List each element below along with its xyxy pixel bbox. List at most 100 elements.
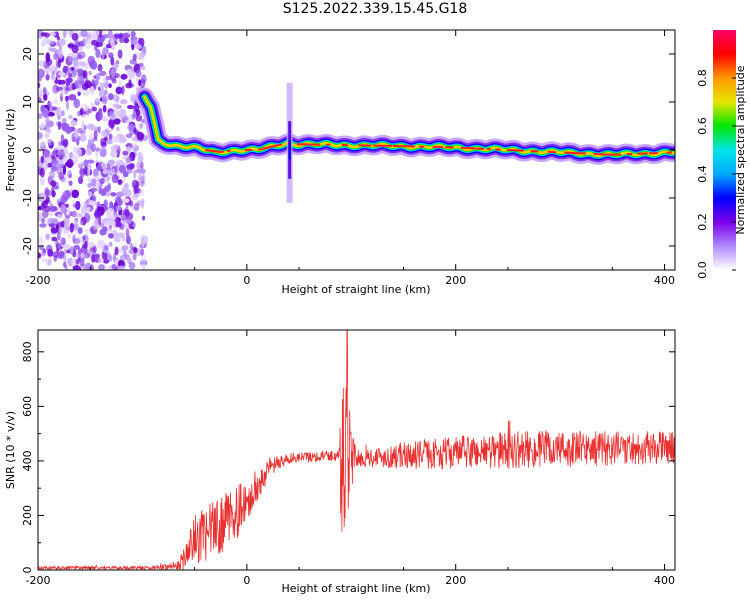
noise-blob — [140, 161, 144, 170]
noise-blob — [93, 30, 100, 37]
y-tick-label: 800 — [21, 341, 34, 362]
noise-blob — [97, 63, 103, 72]
noise-blob — [38, 97, 42, 103]
noise-blob — [73, 146, 81, 154]
noise-blob — [62, 165, 67, 175]
noise-blob — [94, 79, 99, 86]
noise-blob — [136, 161, 141, 170]
noise-blob — [125, 228, 130, 238]
noise-blob — [51, 70, 56, 76]
noise-blob — [93, 210, 102, 219]
noise-blob — [58, 79, 66, 85]
noise-blob — [38, 132, 43, 140]
noise-blob — [58, 251, 64, 260]
noise-blob — [42, 200, 48, 209]
x-tick-label: 400 — [654, 574, 675, 587]
noise-blob — [95, 147, 101, 152]
noise-blob — [103, 199, 108, 209]
noise-blob — [97, 42, 103, 47]
noise-blob — [117, 265, 126, 270]
noise-blob — [113, 118, 121, 125]
noise-blob — [130, 93, 136, 103]
noise-blob — [110, 40, 116, 47]
noise-blob — [71, 210, 77, 218]
noise-blob — [114, 237, 121, 243]
noise-blob — [141, 263, 146, 270]
noise-blob — [45, 233, 50, 240]
noise-blob — [89, 86, 95, 95]
noise-blob — [133, 169, 137, 179]
noise-blob — [78, 176, 84, 185]
noise-blob — [110, 68, 116, 78]
noise-blob — [136, 131, 145, 141]
noise-blob — [98, 110, 103, 121]
colorbar-tick-label: 0.4 — [696, 165, 709, 183]
noise-blob — [133, 129, 139, 136]
noise-blob — [60, 194, 68, 203]
noise-blob — [125, 219, 132, 224]
noise-blob — [92, 245, 97, 254]
spike — [286, 82, 293, 203]
noise-blob — [39, 122, 46, 130]
noise-blob — [38, 82, 41, 89]
noise-blob — [65, 149, 69, 156]
colorbar-fill — [713, 30, 736, 270]
noise-blob — [126, 146, 132, 153]
noise-blob — [90, 187, 98, 192]
y-tick-label: 400 — [21, 450, 34, 471]
noise-blob — [116, 126, 120, 131]
noise-blob — [108, 233, 114, 239]
noise-blob — [95, 72, 101, 81]
noise-blob — [77, 81, 82, 89]
y-tick-label: 10 — [21, 95, 34, 109]
noise-blob — [89, 123, 96, 131]
ridge-peak-segment — [460, 146, 477, 150]
noise-blob — [57, 49, 64, 59]
noise-blob — [137, 172, 146, 183]
figure-title: S125.2022.339.15.45.G18 — [282, 1, 468, 17]
noise-blob — [107, 93, 114, 101]
noise-blob — [109, 133, 113, 141]
noise-blob — [52, 98, 59, 105]
noise-blob — [122, 150, 129, 156]
noise-blob — [62, 30, 67, 38]
noise-blob — [117, 79, 123, 87]
noise-blob — [77, 227, 83, 235]
x-axis-label: Height of straight line (km) — [281, 283, 430, 296]
noise-blob — [91, 106, 98, 112]
noise-blob — [60, 89, 66, 98]
noise-blob — [115, 60, 120, 65]
noise-blob — [60, 204, 66, 214]
noise-blob — [90, 241, 95, 247]
noise-blob — [48, 32, 57, 37]
noise-blob — [60, 220, 65, 228]
noise-blob — [119, 254, 128, 261]
noise-blob — [64, 126, 73, 134]
noise-blob — [87, 159, 95, 164]
noise-blob — [108, 52, 114, 59]
noise-blob — [80, 252, 85, 259]
noise-blob — [84, 228, 91, 234]
noise-blob — [98, 257, 104, 264]
noise-blob — [127, 123, 135, 132]
noise-blob — [123, 171, 129, 178]
noise-blob — [131, 142, 138, 148]
noise-blob — [97, 239, 105, 249]
y-tick-label: -20 — [21, 237, 34, 255]
noise-blob — [88, 133, 93, 141]
noise-blob — [93, 253, 101, 259]
noise-blob — [109, 201, 113, 208]
noise-blob — [40, 42, 46, 47]
noise-blob — [131, 136, 138, 142]
noise-blob — [139, 123, 144, 128]
noise-blob — [111, 174, 119, 184]
noise-blob — [106, 139, 113, 145]
noise-blob — [138, 52, 145, 57]
noise-blob — [68, 56, 74, 63]
noise-blob — [55, 145, 63, 151]
noise-blob — [49, 203, 54, 213]
noise-blob — [43, 93, 48, 101]
colorbar-label: Normalized spectral amplitude — [734, 65, 747, 234]
noise-blob — [38, 113, 43, 119]
noise-blob — [80, 161, 89, 167]
